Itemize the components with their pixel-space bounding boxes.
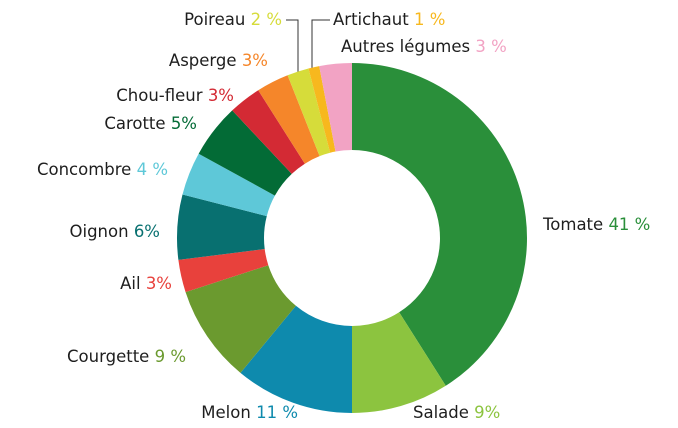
donut-slice xyxy=(182,153,275,217)
donut-slice xyxy=(198,110,292,196)
category-name: Artichaut xyxy=(333,10,409,29)
value-label: 6% xyxy=(134,222,160,241)
category-name: Carotte xyxy=(104,114,165,133)
slice-label: Artichaut 1 % xyxy=(333,10,445,29)
category-name: Courgette xyxy=(67,347,149,366)
category-name: Poireau xyxy=(184,10,245,29)
slice-label: Carotte 5% xyxy=(104,114,197,133)
slice-label: Salade 9% xyxy=(413,403,500,422)
value-label: 3% xyxy=(242,51,268,70)
value-label: 1 % xyxy=(414,10,445,29)
category-name: Autres légumes xyxy=(341,37,470,56)
value-label: 3 % xyxy=(475,37,506,56)
category-name: Asperge xyxy=(169,51,237,70)
category-name: Oignon xyxy=(70,222,129,241)
value-label: 4 % xyxy=(137,160,168,179)
leader-line xyxy=(286,19,299,74)
value-label: 3% xyxy=(146,274,172,293)
value-label: 11 % xyxy=(256,403,298,422)
category-name: Chou-fleur xyxy=(116,86,202,105)
value-label: 9 % xyxy=(155,347,186,366)
donut-slice xyxy=(287,68,331,157)
category-name: Salade xyxy=(413,403,469,422)
value-label: 2 % xyxy=(251,10,282,29)
donut-slice xyxy=(352,63,527,386)
slice-label: Ail 3% xyxy=(120,274,172,293)
category-name: Melon xyxy=(201,403,251,422)
slice-label: Autres légumes 3 % xyxy=(341,37,507,56)
donut-slice xyxy=(177,194,267,260)
donut-slice xyxy=(232,90,305,174)
slice-label: Courgette 9 % xyxy=(67,347,186,366)
category-name: Ail xyxy=(120,274,140,293)
donut-slice xyxy=(308,66,336,153)
slice-label: Chou-fleur 3% xyxy=(116,86,234,105)
slice-label: Oignon 6% xyxy=(70,222,161,241)
slice-label: Melon 11 % xyxy=(201,403,298,422)
leader-line xyxy=(311,19,330,70)
category-name: Tomate xyxy=(542,215,603,234)
donut-slice xyxy=(178,249,269,293)
value-label: 41 % xyxy=(608,215,650,234)
donut-slice xyxy=(185,265,296,373)
value-label: 5% xyxy=(171,114,197,133)
slice-label: Tomate 41 % xyxy=(542,215,650,234)
value-label: 3% xyxy=(208,86,234,105)
slice-label: Concombre 4 % xyxy=(37,160,168,179)
category-name: Concombre xyxy=(37,160,131,179)
slice-label: Asperge 3% xyxy=(169,51,268,70)
donut-slice xyxy=(258,75,320,164)
donut-slice xyxy=(240,305,352,413)
value-label: 9% xyxy=(474,403,500,422)
slice-label: Poireau 2 % xyxy=(184,10,282,29)
donut-slice xyxy=(319,63,352,152)
donut-slice xyxy=(352,312,446,413)
